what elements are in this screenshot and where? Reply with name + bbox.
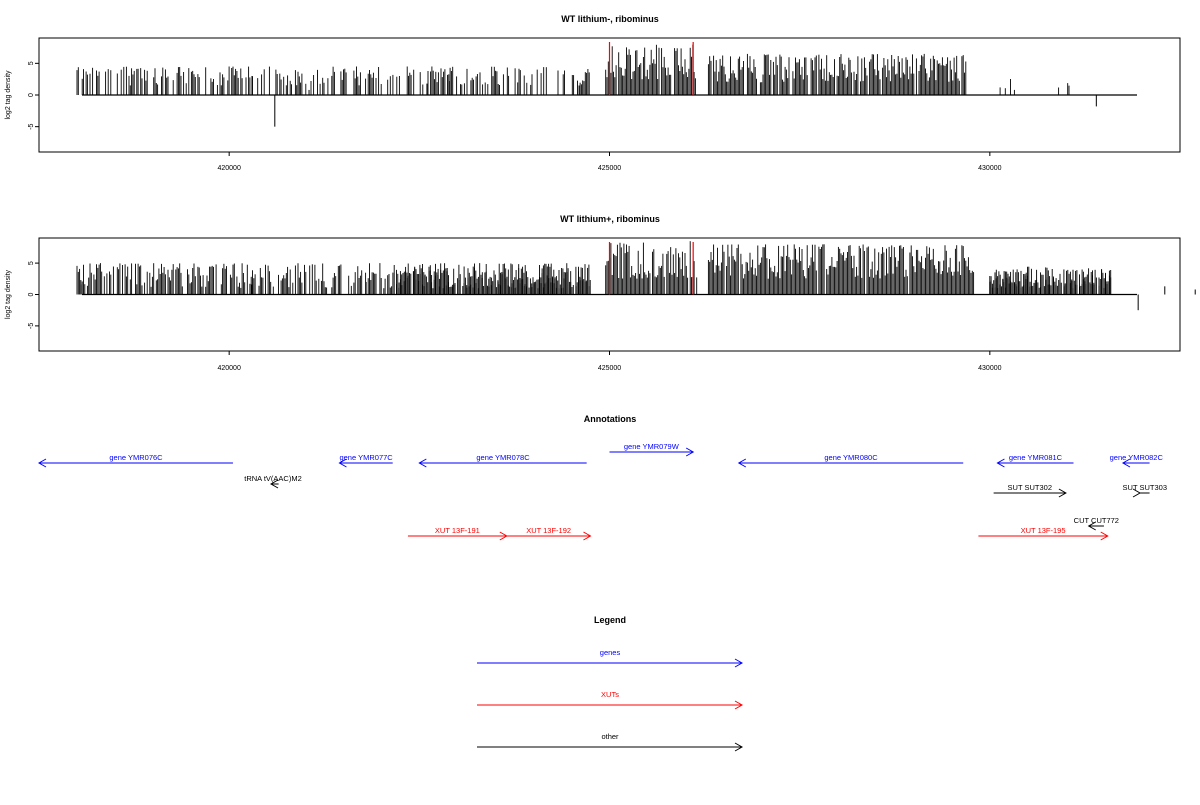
feature-label: XUT 13F-191: [435, 526, 480, 535]
annotation-feature: gene YMR079W: [609, 442, 695, 457]
x-tick-label: 420000: [217, 165, 240, 172]
annotation-feature: gene YMR078C: [418, 453, 587, 468]
y-tick-label: 5: [28, 261, 35, 265]
y-tick-label: 0: [28, 292, 35, 296]
feature-arrow-head: [685, 447, 695, 457]
annotation-feature: SUT SUT302: [993, 483, 1067, 498]
annotation-feature: XUT 13F-191: [407, 526, 508, 541]
legend-item: other: [477, 732, 744, 752]
feature-arrow-head: [418, 458, 427, 468]
density-bars: [76, 44, 1097, 127]
y-tick-label: 0: [28, 93, 35, 97]
chart-panel-2: WT lithium+, ribominus log2 tag density -5…: [5, 214, 1196, 372]
y-tick-label: -5: [28, 123, 35, 129]
annotation-feature: gene YMR080C: [737, 453, 964, 468]
annotations-title: Annotations: [584, 414, 637, 424]
chart-panel-1: WT lithium-, ribominus log2 tag density -5…: [5, 14, 1181, 172]
feature-arrow-head: [1058, 488, 1067, 498]
feature-label: gene YMR082C: [1110, 453, 1164, 462]
feature-arrow-head: [583, 531, 592, 541]
feature-arrow-head: [269, 479, 279, 489]
feature-label: gene YMR077C: [339, 453, 393, 462]
feature-label: gene YMR079W: [624, 442, 680, 451]
feature-label: gene YMR076C: [109, 453, 163, 462]
feature-arrow-head: [737, 458, 747, 468]
annotation-feature: XUT 13F-195: [978, 526, 1109, 541]
annotation-feature: SUT SUT303: [1123, 483, 1167, 498]
legend-arrow-head: [734, 742, 744, 752]
x-tick-label: 430000: [978, 365, 1001, 372]
chart-title: WT lithium+, ribominus: [560, 214, 660, 224]
feature-arrow-head: [1087, 521, 1096, 531]
density-bars: [76, 241, 1196, 311]
feature-label: gene YMR080C: [824, 453, 878, 462]
feature-arrow-head: [1121, 458, 1131, 468]
y-tick-label: 5: [28, 61, 35, 65]
feature-arrow-head: [1100, 531, 1109, 541]
feature-arrow-head: [37, 458, 47, 468]
x-tick-label: 425000: [598, 365, 621, 372]
annotation-feature: tRNA tV(AAC)M2: [244, 474, 302, 489]
legend-title: Legend: [594, 615, 626, 625]
feature-label: gene YMR081C: [1009, 453, 1063, 462]
x-tick-label: 420000: [217, 365, 240, 372]
feature-label: XUT 13F-195: [1021, 526, 1066, 535]
x-tick-label: 425000: [598, 165, 621, 172]
annotation-feature: XUT 13F-192: [506, 526, 592, 541]
legend-item: genes: [477, 648, 744, 668]
feature-label: tRNA tV(AAC)M2: [244, 474, 302, 483]
annotation-feature: CUT CUT772: [1074, 516, 1119, 531]
chart-title: WT lithium-, ribominus: [561, 14, 659, 24]
legend-item-label: other: [601, 732, 619, 741]
legend-arrow-head: [734, 658, 744, 668]
feature-arrow-head: [1132, 488, 1142, 498]
annotation-feature: gene YMR076C: [37, 453, 233, 468]
x-tick-label: 430000: [978, 165, 1001, 172]
legend-panel: Legend: [594, 615, 626, 625]
legend-item-label: genes: [600, 648, 621, 657]
annotations-panel: Annotations: [584, 414, 637, 424]
feature-label: XUT 13F-192: [526, 526, 571, 535]
legend-arrow-head: [734, 700, 744, 710]
feature-label: SUT SUT302: [1008, 483, 1052, 492]
feature-arrow-head: [338, 458, 347, 468]
feature-label: gene YMR078C: [476, 453, 530, 462]
feature-label: SUT SUT303: [1123, 483, 1167, 492]
legend-item-label: XUTs: [601, 690, 619, 699]
legend-item: XUTs: [477, 690, 744, 710]
feature-arrow-head: [996, 458, 1005, 468]
feature-label: CUT CUT772: [1074, 516, 1119, 525]
y-axis-label: log2 tag density: [5, 269, 12, 319]
annotation-feature: gene YMR081C: [996, 453, 1074, 468]
annotation-feature: gene YMR082C: [1110, 453, 1164, 468]
y-axis-label: log2 tag density: [5, 70, 12, 120]
y-tick-label: -5: [28, 323, 35, 329]
annotation-feature: gene YMR077C: [338, 453, 393, 468]
